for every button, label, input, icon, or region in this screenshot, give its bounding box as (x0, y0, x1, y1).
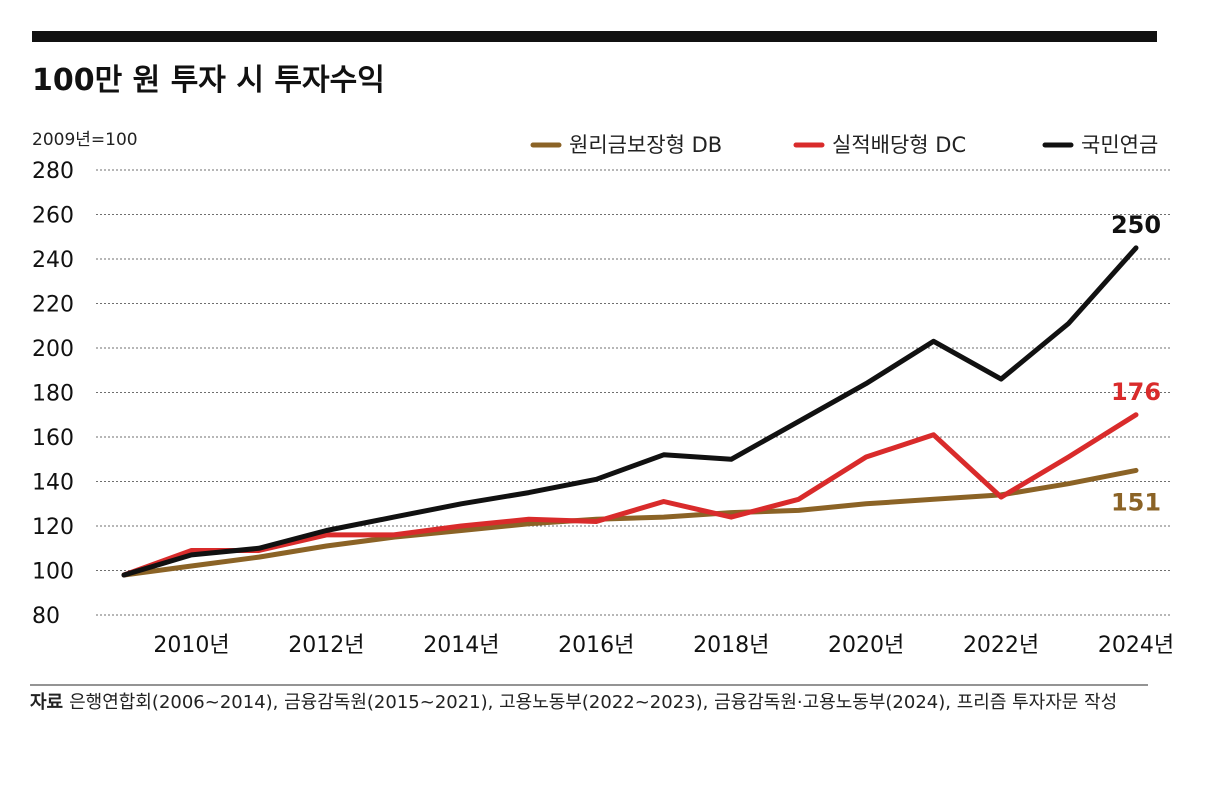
legend-item-2: 실적배당형 DC (793, 133, 966, 157)
series-line (121, 467, 1139, 578)
series-1 (121, 467, 1139, 578)
y-axis: 80 100 120 140 160 180 200 220 240 260 280 (32, 159, 74, 629)
source-note: 자료 은행연합회(2006~2014), 금융감독원(2015~2021), 고용… (30, 690, 1170, 716)
x-tick-label: 2018년 (693, 633, 769, 658)
series-line (121, 412, 1139, 578)
source-label: 자료 (30, 692, 64, 713)
top-rule (32, 31, 1157, 42)
legend-label: 원리금보장형 DB (569, 133, 722, 157)
series-line (121, 245, 1139, 578)
end-value-label: 250 (1111, 211, 1161, 239)
y-tick-label: 180 (32, 382, 74, 407)
x-axis: 2010년 2012년 2014년 2016년 2018년 2020년 2022년 2024년 (153, 633, 1174, 658)
legend-item-1: 원리금보장형 DB (530, 133, 722, 157)
y-tick-label: 140 (32, 471, 74, 496)
y-tick-label: 260 (32, 204, 74, 229)
x-tick-label: 2014년 (423, 633, 499, 658)
y-tick-label: 200 (32, 337, 74, 362)
series-lines (121, 245, 1139, 578)
series-2 (121, 412, 1139, 578)
x-tick-label: 2012년 (288, 633, 364, 658)
y-tick-label: 100 (32, 560, 74, 585)
unit-note: 2009년=100 (32, 130, 138, 150)
y-tick-label: 240 (32, 248, 74, 273)
end-value-label: 151 (1111, 488, 1161, 516)
x-tick-label: 2022년 (963, 633, 1039, 658)
legend-item-3: 국민연금 (1042, 133, 1158, 157)
end-value-label: 176 (1111, 378, 1161, 406)
end-labels: 250 176 151 (1111, 211, 1161, 517)
y-tick-label: 80 (32, 604, 60, 629)
series-3 (121, 245, 1139, 578)
x-tick-label: 2020년 (828, 633, 904, 658)
legend-label: 실적배당형 DC (832, 133, 966, 157)
x-tick-label: 2024년 (1098, 633, 1174, 658)
x-tick-label: 2016년 (558, 633, 634, 658)
source-text: 은행연합회(2006~2014), 금융감독원(2015~2021), 고용노동… (69, 692, 1118, 713)
legend-label: 국민연금 (1081, 133, 1158, 157)
grid-lines (96, 169, 1170, 616)
x-tick-label: 2010년 (153, 633, 229, 658)
y-tick-label: 280 (32, 159, 74, 184)
y-tick-label: 120 (32, 515, 74, 540)
legend: 원리금보장형 DB 실적배당형 DC 국민연금 (530, 133, 1158, 157)
chart-title: 100만 원 투자 시 투자수익 (32, 63, 385, 98)
y-tick-label: 160 (32, 426, 74, 451)
y-tick-label: 220 (32, 293, 74, 318)
